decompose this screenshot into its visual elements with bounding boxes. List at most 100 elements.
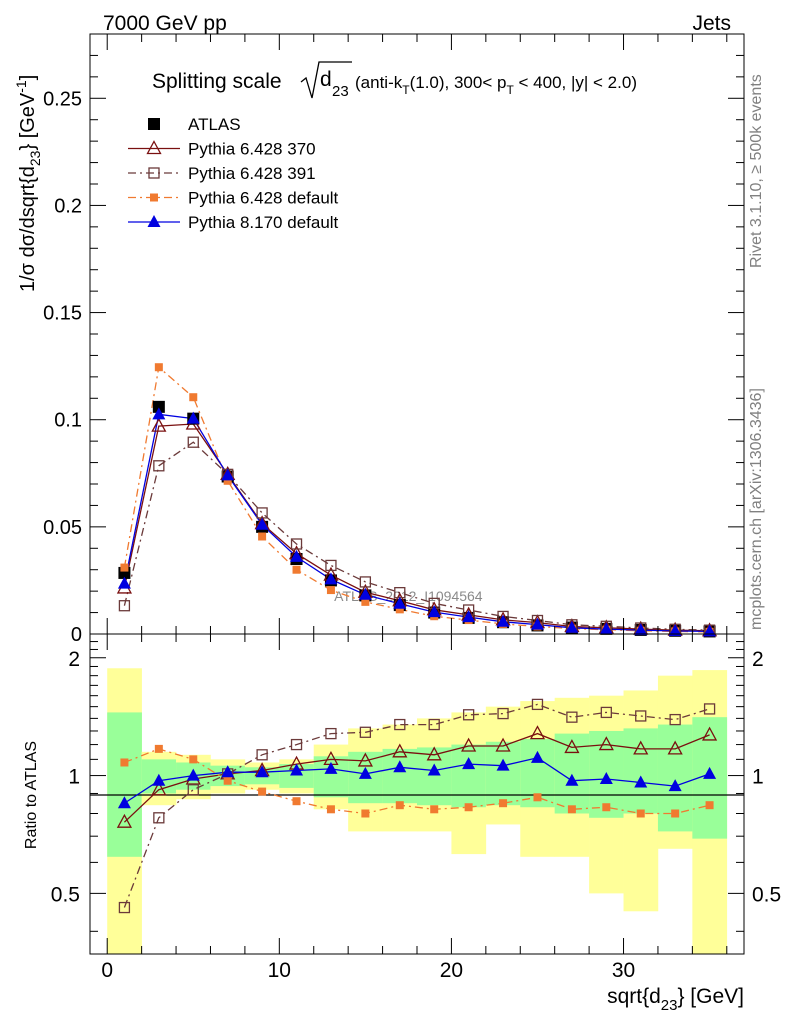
- legend-marker-pythia-6-428-370: [146, 140, 162, 155]
- ratio-point-pythia-6-428-391: [290, 738, 303, 751]
- legend-marker-atlas: [148, 118, 160, 130]
- legend-label-pythia-6-428-370: Pythia 6.428 370: [188, 140, 316, 159]
- main-point-pythia-8-170-default: [530, 617, 544, 630]
- ratio-line-pythia-6-428-default: [124, 748, 710, 815]
- mcplots-side-text: mcplots.cern.ch [arXiv:1306.3436]: [748, 388, 765, 630]
- chart-title: Splitting scale d 23 (anti-kT(1.0), 300<…: [152, 61, 637, 100]
- legend-marker-pythia-6-428-default: [150, 193, 158, 202]
- ratio-series-markers: [116, 698, 718, 914]
- ratio-series-lines: [123, 703, 710, 908]
- ratio-point-pythia-6-428-default: [258, 787, 267, 796]
- legend-label-pythia-8-170-default: Pythia 8.170 default: [188, 213, 339, 232]
- ratio-point-pythia-8-170-default: [186, 768, 200, 781]
- ratio-point-pythia-6-428-391: [118, 901, 131, 914]
- legend-marker-pythia-8-170-default: [147, 215, 161, 227]
- main-point-pythia-8-170-default: [152, 407, 166, 420]
- ratio-point-pythia-6-428-370: [461, 737, 477, 752]
- ratio-y-axis-label: Ratio to ATLAS: [23, 741, 40, 849]
- ratio-line-pythia-8-170-default: [124, 757, 710, 804]
- ratio-point-pythia-6-428-370: [598, 736, 614, 751]
- x-tick-label: 10: [268, 959, 291, 982]
- x-tick-label: 30: [612, 959, 635, 982]
- header-left: 7000 GeV pp: [103, 12, 227, 35]
- main-point-pythia-6-428-391: [118, 600, 131, 612]
- ratio-point-pythia-6-428-default: [533, 793, 542, 802]
- ratio-point-pythia-8-170-default: [530, 750, 544, 763]
- ratio-point-pythia-6-428-391: [428, 718, 440, 731]
- main-point-pythia-6-428-391: [187, 436, 199, 448]
- ratio-point-pythia-6-428-default: [120, 758, 129, 767]
- main-point-pythia-8-170-default: [599, 622, 613, 635]
- ratio-point-pythia-6-428-391: [256, 749, 268, 761]
- ratio-point-pythia-6-428-391: [497, 707, 509, 720]
- main-point-pythia-6-428-default: [154, 363, 163, 372]
- ratio-point-pythia-8-170-default: [255, 765, 269, 778]
- ratio-point-pythia-6-428-391: [394, 718, 406, 731]
- ratio-y-tick-label-right: 1: [752, 766, 764, 789]
- main-point-pythia-6-428-default: [223, 476, 232, 485]
- ratio-point-pythia-8-170-default: [117, 796, 131, 809]
- main-point-pythia-8-170-default: [462, 610, 476, 623]
- stat-uncertainty-band: [451, 744, 487, 808]
- main-point-pythia-8-170-default: [565, 620, 579, 633]
- legend-marker-pythia-6-428-391: [148, 167, 160, 179]
- main-point-pythia-6-428-default: [395, 605, 404, 614]
- ratio-line-pythia-6-428-370: [123, 732, 710, 823]
- main-point-pythia-6-428-391: [153, 460, 165, 472]
- ratio-point-pythia-6-428-391: [566, 711, 578, 723]
- ratio-point-pythia-6-428-default: [326, 805, 335, 814]
- ratio-point-pythia-8-170-default: [152, 773, 166, 786]
- main-point-pythia-6-428-391: [325, 559, 337, 572]
- ratio-point-pythia-6-428-370: [495, 737, 511, 752]
- ratio-point-pythia-6-428-default: [292, 797, 301, 806]
- main-y-tick-label: 0.2: [54, 195, 82, 217]
- main-point-pythia-6-428-default: [120, 563, 129, 572]
- ratio-point-pythia-6-428-370: [151, 781, 167, 796]
- ratio-point-pythia-8-170-default: [668, 779, 682, 792]
- ratio-point-pythia-8-170-default: [393, 760, 407, 773]
- title-sqrt-base: d: [320, 68, 332, 91]
- uncertainty-bands: [107, 668, 728, 954]
- ratio-point-pythia-6-428-default: [671, 809, 680, 818]
- ratio-point-pythia-8-170-default: [703, 766, 717, 779]
- ratio-y-tick-label-right: 0.5: [752, 883, 781, 906]
- main-point-atlas: [152, 400, 165, 413]
- ratio-y-tick-label-left: 2: [68, 648, 80, 671]
- ratio-y-tick-label-left: 0.5: [51, 883, 80, 906]
- ratio-point-pythia-6-428-391: [669, 713, 681, 726]
- ratio-point-pythia-6-428-default: [567, 805, 576, 814]
- legend-label-pythia-6-428-default: Pythia 6.428 default: [188, 189, 339, 208]
- main-y-tick-label: 0: [71, 624, 82, 646]
- stat-uncertainty-band: [382, 748, 418, 804]
- ratio-point-pythia-6-428-default: [223, 776, 232, 785]
- ratio-point-pythia-6-428-391: [325, 727, 337, 740]
- legend-label-atlas: ATLAS: [188, 115, 241, 134]
- ratio-point-pythia-6-428-391: [531, 698, 544, 711]
- ratio-point-pythia-6-428-370: [529, 725, 546, 740]
- main-point-pythia-8-170-default: [221, 468, 235, 481]
- main-point-pythia-8-170-default: [703, 624, 717, 637]
- ratio-point-pythia-6-428-default: [705, 801, 714, 810]
- main-panel: ATLAS_2012_I1094564 00.050.10.150.20.25 …: [13, 33, 745, 646]
- ratio-point-pythia-6-428-370: [116, 813, 133, 828]
- ratio-point-pythia-6-428-default: [602, 803, 611, 812]
- ratio-point-pythia-8-170-default: [290, 763, 304, 776]
- ratio-point-pythia-6-428-370: [701, 726, 718, 741]
- ratio-line-pythia-6-428-391: [123, 703, 710, 908]
- main-point-pythia-8-170-default: [427, 605, 441, 618]
- main-point-pythia-8-170-default: [668, 624, 682, 636]
- main-axes: 0 0.05 0.1 0.15 0.2 0.25: [43, 34, 744, 646]
- ratio-point-pythia-6-428-391: [600, 706, 612, 719]
- ratio-point-pythia-6-428-370: [667, 740, 683, 755]
- ratio-point-pythia-6-428-370: [633, 740, 649, 755]
- ratio-point-pythia-8-170-default: [427, 763, 441, 776]
- ratio-point-pythia-6-428-default: [395, 801, 404, 810]
- main-point-pythia-8-170-default: [290, 549, 304, 562]
- legend-label-pythia-6-428-391: Pythia 6.428 391: [188, 164, 316, 183]
- main-series-markers: [116, 363, 718, 638]
- main-y-axis-label: 1/σ dσ/dsqrt{d23} [GeV-1]: [13, 75, 43, 292]
- main-y-tick-label: 0.1: [54, 410, 82, 432]
- ratio-point-pythia-6-428-default: [499, 799, 508, 808]
- ratio-point-pythia-8-170-default: [599, 771, 613, 784]
